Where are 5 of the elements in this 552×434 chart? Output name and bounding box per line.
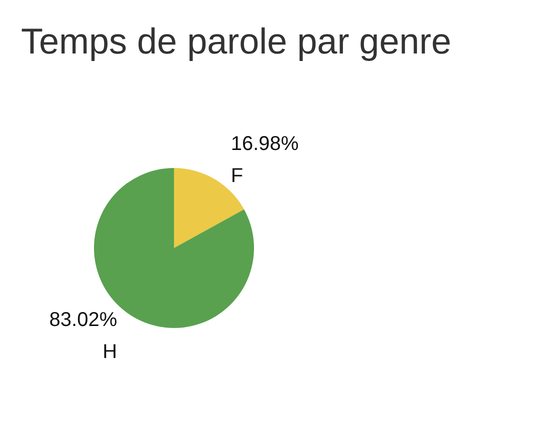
data-label: 83.02% [49,308,118,331]
slice-label: F [230,165,244,188]
chart-title: Temps de parole par genre [21,20,452,62]
slice-label: H [102,340,118,363]
data-label: 16.98% [230,133,299,156]
